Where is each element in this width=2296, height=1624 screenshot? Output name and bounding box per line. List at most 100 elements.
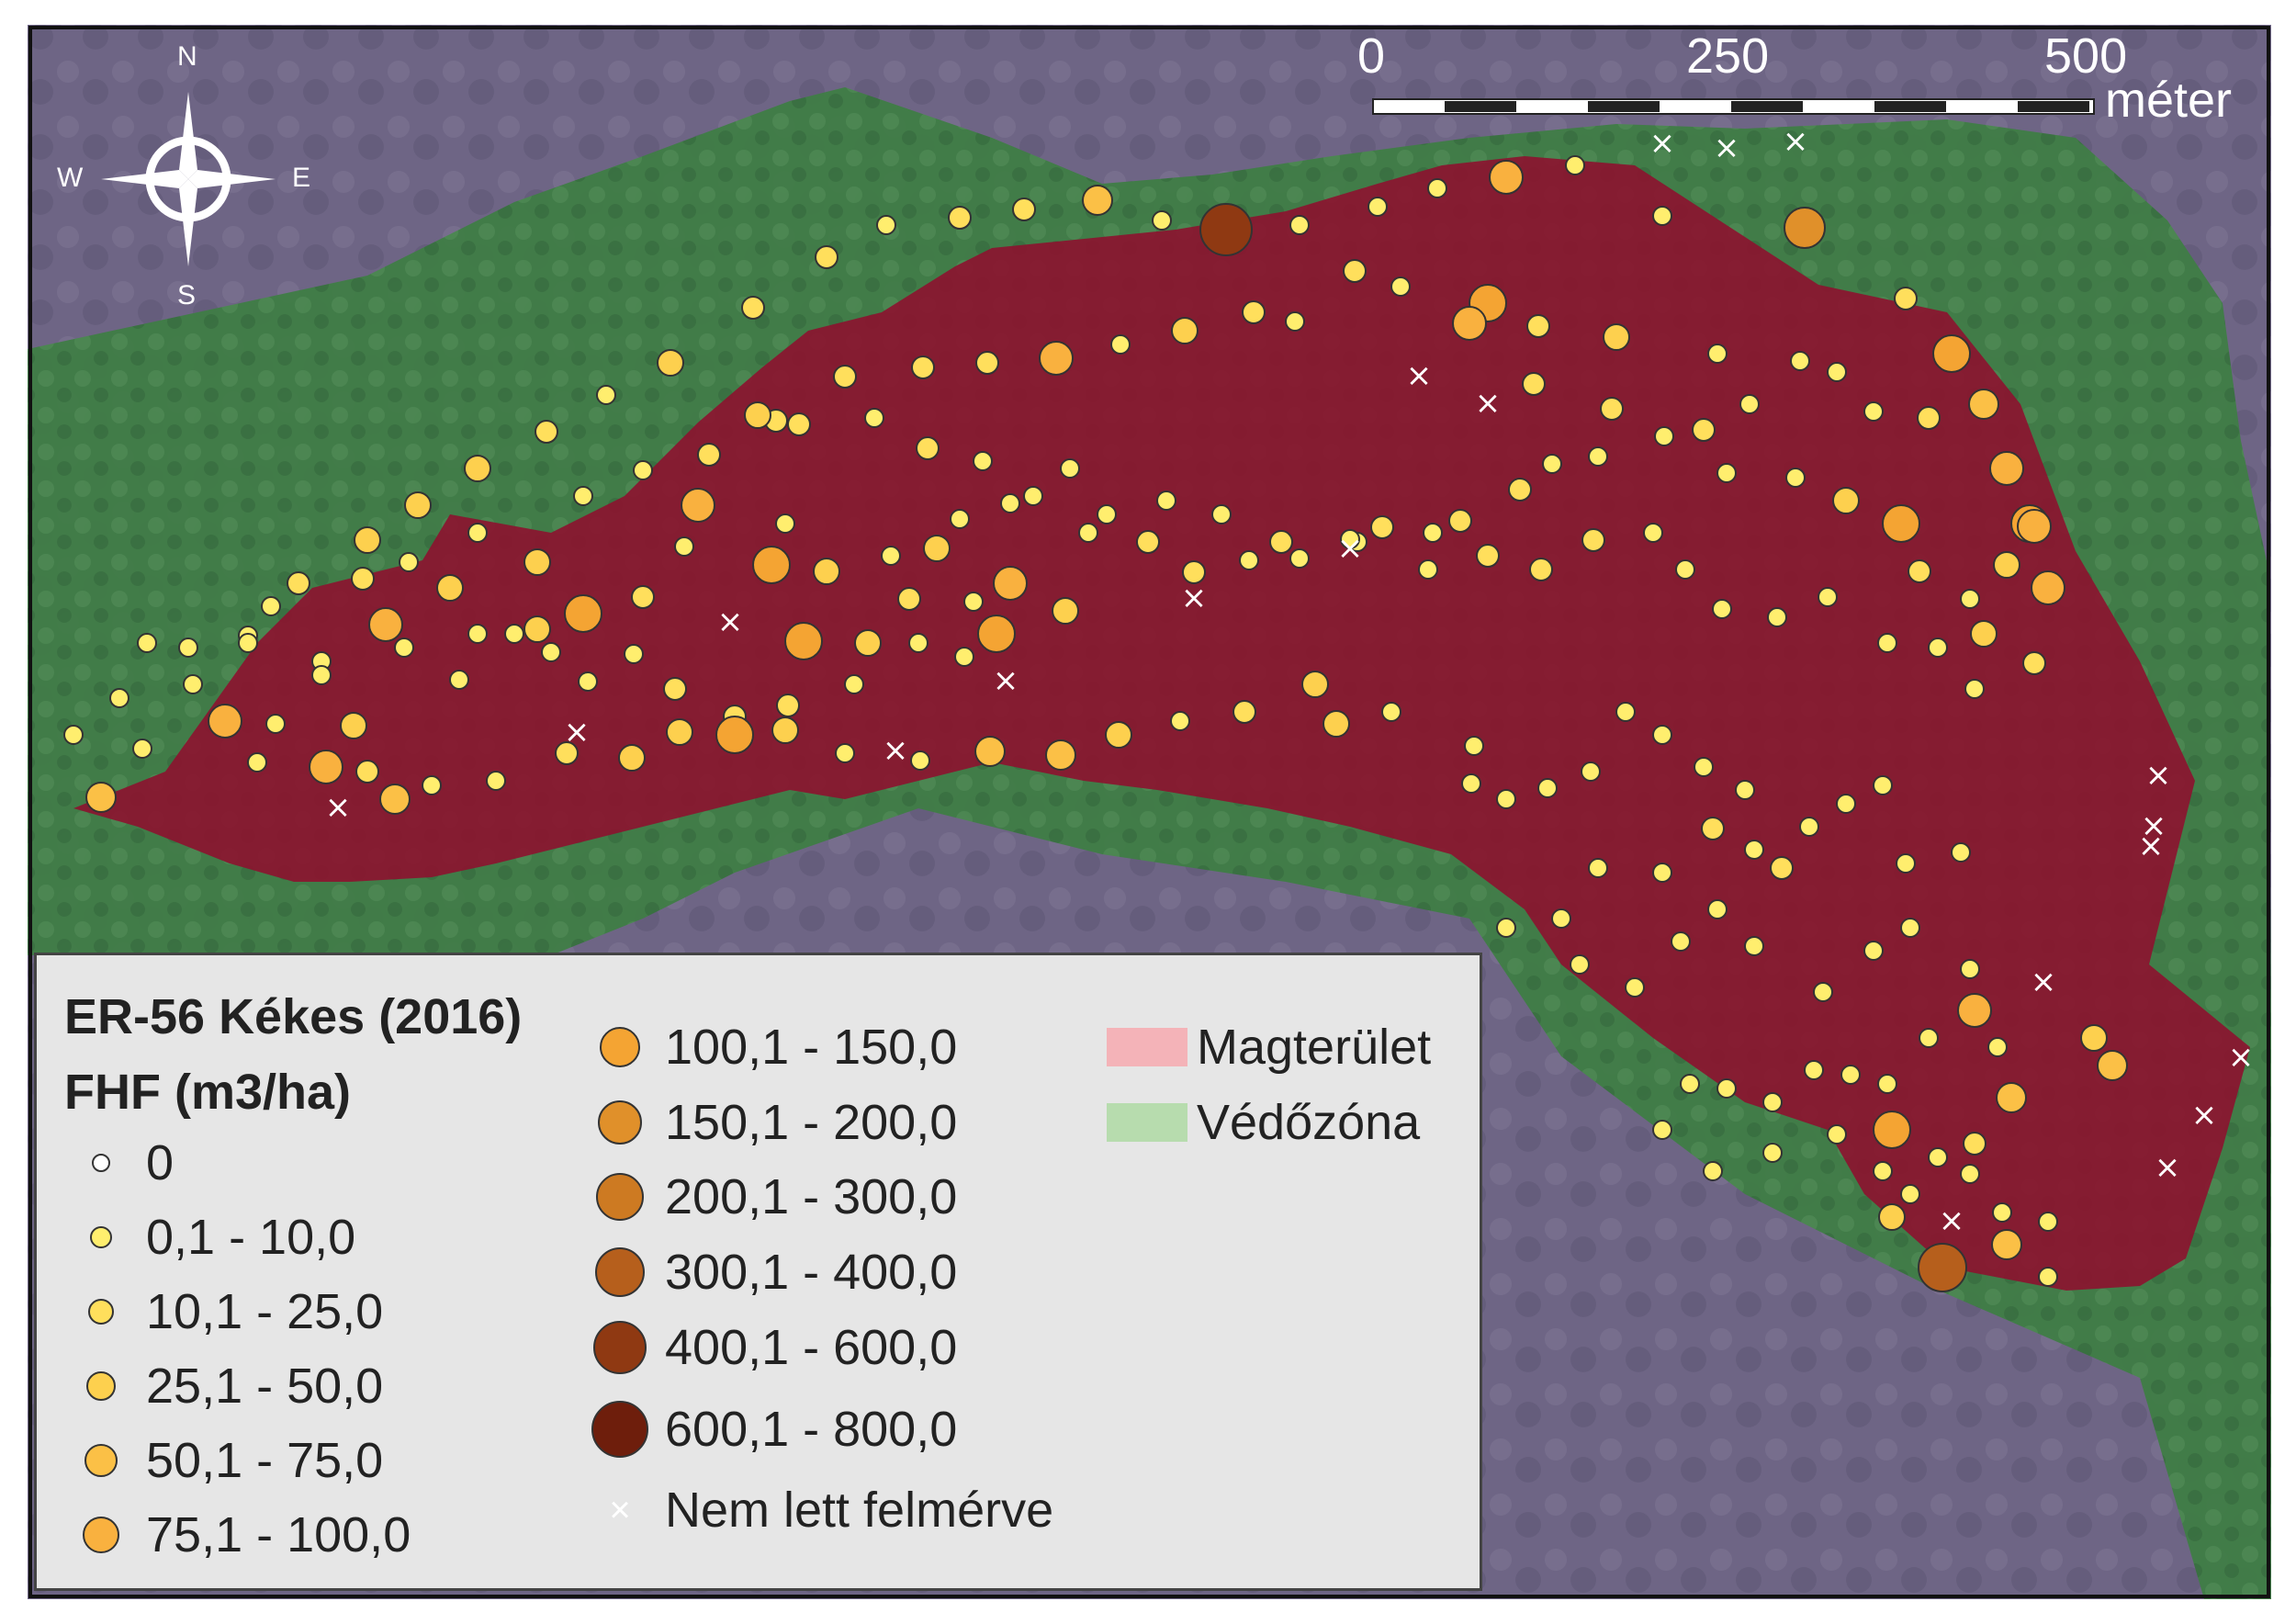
not-surveyed-marker: × [2228, 1039, 2255, 1076]
survey-point [1900, 1184, 1920, 1204]
legend-class-9: 300,1 - 400,0 [588, 1245, 957, 1300]
scale-tick-250: 250 [1686, 28, 1770, 84]
survey-point [1603, 323, 1630, 351]
survey-point [1269, 530, 1293, 554]
survey-point [1827, 1124, 1847, 1145]
survey-point [1427, 178, 1447, 198]
survey-point [1136, 530, 1160, 554]
survey-point [1908, 559, 1931, 583]
survey-point [973, 451, 993, 471]
survey-point [1964, 679, 1985, 699]
survey-point [1680, 1074, 1700, 1094]
survey-point [881, 546, 901, 566]
survey-point [666, 718, 693, 746]
survey-point [596, 385, 616, 405]
survey-point [1239, 550, 1259, 570]
survey-point [657, 349, 684, 377]
not-surveyed-marker: × [1714, 130, 1740, 166]
survey-point [1570, 954, 1590, 975]
survey-point [1827, 362, 1847, 382]
survey-point [422, 775, 442, 795]
survey-point [1496, 789, 1516, 809]
survey-point [864, 408, 884, 428]
survey-point [1078, 523, 1098, 543]
not-surveyed-marker: × [1406, 357, 1433, 394]
survey-point [1529, 558, 1553, 581]
survey-point [354, 526, 381, 554]
survey-point [535, 420, 558, 444]
survey-point [1156, 491, 1176, 511]
survey-point [541, 642, 561, 662]
survey-point [1707, 899, 1728, 919]
survey-point [1873, 1111, 1911, 1149]
not-surveyed-marker: × [325, 789, 352, 826]
not-surveyed-marker: × [717, 603, 744, 640]
survey-point [464, 455, 491, 482]
survey-point [351, 567, 375, 591]
survey-point [908, 633, 929, 653]
survey-point [1581, 528, 1605, 552]
survey-point [1989, 451, 2024, 486]
survey-point [1476, 544, 1500, 568]
not-surveyed-marker: × [883, 732, 909, 769]
survey-point [974, 736, 1006, 767]
legend-class-1: 0,1 - 10,0 [69, 1210, 355, 1265]
survey-point [950, 509, 970, 529]
survey-point [208, 704, 242, 739]
survey-point [404, 491, 432, 519]
survey-point [1712, 599, 1732, 619]
survey-point [1785, 468, 1806, 488]
survey-point [287, 571, 310, 595]
survey-point [633, 460, 653, 480]
survey-point [844, 674, 864, 694]
survey-point [1542, 454, 1562, 474]
survey-point [835, 743, 855, 763]
survey-point [1461, 773, 1481, 794]
survey-point [1082, 185, 1113, 216]
legend-class-4: 50,1 - 75,0 [69, 1433, 383, 1488]
scale-unit: méter [2105, 73, 2233, 128]
survey-point [741, 296, 765, 320]
not-surveyed-marker: × [2138, 828, 2165, 864]
survey-point [1917, 406, 1941, 430]
survey-point [631, 585, 655, 609]
survey-point [1896, 853, 1916, 874]
not-surveyed-marker: × [1783, 123, 1809, 160]
survey-point [1418, 559, 1438, 580]
survey-point [2080, 1024, 2108, 1052]
survey-point [663, 677, 687, 701]
survey-point [1703, 1161, 1723, 1181]
survey-point [1060, 458, 1080, 479]
survey-point [744, 401, 771, 429]
survey-point [1625, 977, 1645, 998]
survey-point [1423, 523, 1443, 543]
survey-point [1652, 863, 1672, 883]
survey-point [775, 513, 795, 534]
survey-point [1170, 711, 1190, 731]
legend-class-10: 400,1 - 600,0 [588, 1320, 957, 1375]
legend-class-6: 100,1 - 150,0 [588, 1020, 957, 1075]
survey-point [63, 725, 84, 745]
survey-point [355, 760, 379, 784]
legend: ER-56 Kékes (2016) FHF (m3/ha) 0 0,1 - 1… [34, 953, 1482, 1591]
survey-point [1464, 736, 1484, 756]
survey-point [1991, 1229, 2022, 1260]
compass-rose [101, 92, 276, 266]
scale-tick-500: 500 [2044, 28, 2128, 84]
survey-point [1996, 1082, 2027, 1113]
survey-point [1448, 509, 1472, 533]
survey-point [1522, 372, 1546, 396]
survey-point [1588, 446, 1608, 467]
survey-point [1289, 548, 1310, 569]
compass-south-label: S [177, 280, 197, 310]
survey-point [1993, 551, 2020, 579]
survey-point [265, 714, 286, 734]
survey-point [132, 739, 152, 759]
survey-point [1877, 633, 1897, 653]
compass-east-label: E [292, 163, 311, 193]
survey-point [1894, 287, 1918, 310]
not-surveyed-marker: × [564, 714, 591, 750]
survey-point [1878, 1203, 1906, 1231]
survey-point [1370, 515, 1394, 539]
